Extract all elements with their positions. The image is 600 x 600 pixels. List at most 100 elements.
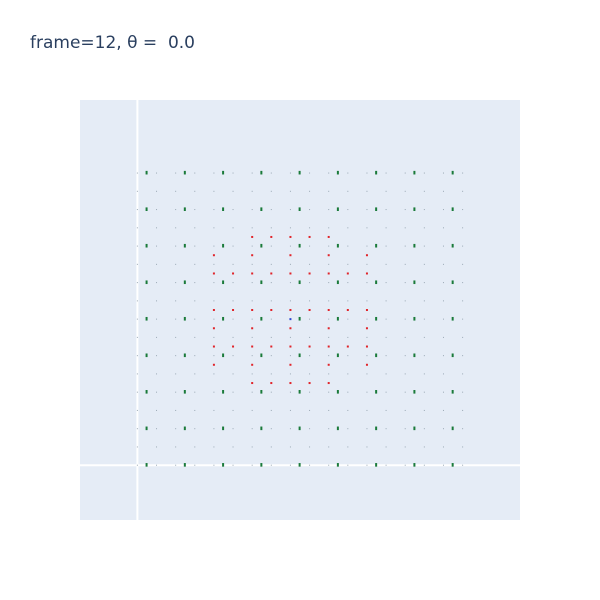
lattice-point: [213, 355, 215, 357]
lattice-point: [270, 409, 272, 411]
lattice-point: [404, 318, 406, 320]
lattice-point: [194, 245, 196, 247]
lattice-point: [385, 336, 387, 338]
lattice-point: [213, 428, 215, 430]
lattice-point: [213, 336, 215, 338]
lattice-point: [462, 391, 464, 393]
lattice-point: [213, 391, 215, 393]
lattice-point: [232, 373, 234, 375]
data-point: [336, 170, 339, 175]
lattice-point: [136, 282, 138, 284]
lattice-point: [442, 263, 444, 265]
lattice-point: [462, 373, 464, 375]
data-point: [365, 363, 368, 366]
lattice-point: [309, 282, 311, 284]
lattice-point: [309, 409, 311, 411]
data-point: [451, 353, 454, 358]
lattice-point: [423, 391, 425, 393]
data-point: [298, 170, 301, 175]
lattice-point: [423, 282, 425, 284]
data-point: [365, 327, 368, 330]
data-point: [298, 280, 301, 285]
data-point: [260, 280, 263, 285]
lattice-point: [385, 373, 387, 375]
lattice-point: [136, 172, 138, 174]
lattice-point: [213, 409, 215, 411]
lattice-point: [328, 245, 330, 247]
data-point: [251, 235, 254, 238]
lattice-point: [385, 391, 387, 393]
lattice-point: [462, 355, 464, 357]
data-point: [183, 207, 186, 211]
data-point: [413, 170, 416, 175]
lattice-point: [462, 282, 464, 284]
data-point: [336, 463, 339, 467]
lattice-point: [270, 446, 272, 448]
lattice-point: [385, 428, 387, 430]
data-point: [327, 382, 330, 385]
data-point: [336, 243, 339, 248]
lattice-point: [289, 428, 291, 430]
data-point: [145, 426, 148, 431]
lattice-point: [347, 227, 349, 229]
lattice-point: [175, 190, 177, 192]
lattice-point: [251, 409, 253, 411]
data-point: [145, 463, 148, 467]
data-point: [298, 243, 301, 248]
data-point: [336, 207, 339, 211]
data-point: [145, 207, 148, 211]
data-point: [145, 390, 148, 394]
lattice-point: [289, 227, 291, 229]
data-point: [222, 390, 225, 394]
lattice-point: [423, 409, 425, 411]
data-point: [375, 170, 378, 175]
lattice-point: [213, 209, 215, 211]
data-point: [308, 235, 311, 238]
lattice-point: [442, 373, 444, 375]
lattice-point: [442, 336, 444, 338]
data-point: [413, 463, 416, 467]
data-point: [289, 254, 292, 257]
lattice-point: [423, 446, 425, 448]
lattice-point: [289, 300, 291, 302]
data-point: [222, 243, 225, 248]
lattice-point: [309, 464, 311, 466]
lattice-point: [270, 464, 272, 466]
data-point: [260, 170, 263, 175]
lattice-point: [213, 446, 215, 448]
lattice-point: [251, 245, 253, 247]
lattice-point: [136, 391, 138, 393]
lattice-point: [366, 391, 368, 393]
lattice-point: [232, 282, 234, 284]
lattice-point: [366, 373, 368, 375]
data-point: [212, 345, 215, 348]
lattice-point: [289, 409, 291, 411]
lattice-point: [347, 336, 349, 338]
lattice-point: [366, 428, 368, 430]
data-point: [375, 243, 378, 248]
lattice-point: [309, 300, 311, 302]
lattice-point: [328, 300, 330, 302]
lattice-point: [194, 172, 196, 174]
lattice-point: [194, 355, 196, 357]
lattice-point: [309, 355, 311, 357]
data-point: [375, 207, 378, 211]
lattice-point: [194, 391, 196, 393]
lattice-point: [385, 409, 387, 411]
lattice-point: [251, 263, 253, 265]
lattice-point: [385, 446, 387, 448]
lattice-point: [194, 300, 196, 302]
lattice-point: [442, 391, 444, 393]
lattice-point: [232, 209, 234, 211]
lattice-point: [385, 190, 387, 192]
data-point: [327, 363, 330, 366]
lattice-point: [328, 336, 330, 338]
lattice-point: [289, 190, 291, 192]
lattice-point: [423, 209, 425, 211]
lattice-point: [136, 227, 138, 229]
lattice-point: [366, 172, 368, 174]
data-point: [232, 272, 235, 275]
lattice-point: [462, 446, 464, 448]
lattice-point: [232, 227, 234, 229]
lattice-point: [366, 318, 368, 320]
